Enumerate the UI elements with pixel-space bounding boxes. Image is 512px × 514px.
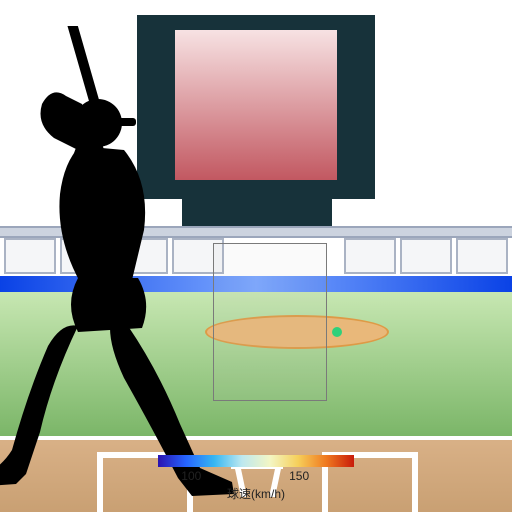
pitch-location-chart: 100 150 球速(km/h) [0,0,512,512]
pitching-rubber [332,327,342,337]
legend-gradient-bar [158,455,354,467]
legend-axis-label: 球速(km/h) [158,485,354,502]
legend-tick: 100 [181,469,201,483]
batter-silhouette [0,26,272,512]
bleacher-section [400,238,452,274]
speed-legend: 100 150 球速(km/h) [158,455,354,505]
legend-tick: 150 [289,469,309,483]
bleacher-section [344,238,396,274]
bleacher-section [456,238,508,274]
